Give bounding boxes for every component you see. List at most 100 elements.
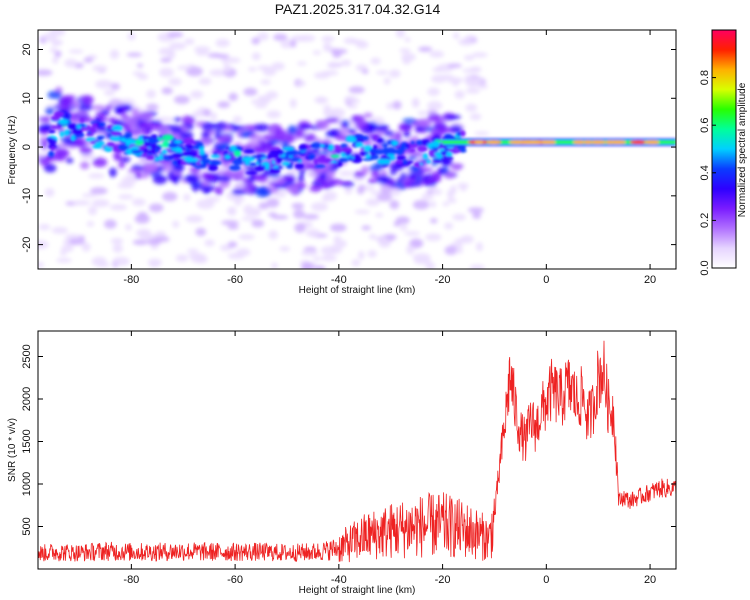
spectrogram-noise-patch xyxy=(162,191,178,202)
spectrogram-ridge-patch xyxy=(348,157,353,161)
spectrogram-band-patch xyxy=(129,121,139,132)
spectrogram-ridge-patch xyxy=(208,164,219,172)
spectrogram-noise-patch xyxy=(273,33,288,41)
spectrogram-band-patch xyxy=(380,178,389,184)
spectrogram-noise-patch xyxy=(56,257,72,263)
spectrogram-ridge-patch xyxy=(48,129,56,134)
spectrogram-ridge-patch xyxy=(130,146,140,151)
spectrogram-noise-patch xyxy=(228,92,238,102)
spectrogram-noise-patch xyxy=(132,198,146,206)
spectrogram-band-patch xyxy=(172,174,180,185)
spectrogram-band-patch xyxy=(335,134,349,141)
spectrogram-ridge-patch xyxy=(210,154,221,159)
spectrogram-noise-patch xyxy=(88,205,98,216)
spectrogram-ridge-patch xyxy=(161,149,168,155)
spectrogram-noise-patch xyxy=(472,211,482,219)
spectrogram-ridge-patch xyxy=(289,149,294,157)
spectrogram-noise-patch xyxy=(417,110,427,116)
spectrogram-noise-patch xyxy=(450,185,457,195)
spectrogram-band-patch xyxy=(61,95,77,100)
spectrogram-y-axis: -20 -10 0 10 20 xyxy=(21,43,676,253)
spectrogram-ridge-patch xyxy=(314,164,326,169)
spectrogram-noise-patch xyxy=(194,46,211,53)
spectrogram-ridge-patch xyxy=(451,149,461,153)
spectrogram-band-patch xyxy=(201,131,211,138)
spectrogram-noise-patch xyxy=(172,220,180,228)
spectrogram-noise-patch xyxy=(296,80,306,87)
spectrogram-noise-patch xyxy=(125,174,138,180)
spectrogram-noise-patch xyxy=(425,233,442,242)
spectrogram-band-patch xyxy=(309,185,322,193)
spectrogram-noise-patch xyxy=(168,77,182,86)
spectrogram-noise-patch xyxy=(224,57,241,64)
spectrogram-noise-patch xyxy=(258,202,270,210)
spectrogram-band-patch xyxy=(437,167,446,174)
colorbar-ticks: 0.0 0.2 0.4 0.6 0.8 xyxy=(699,70,716,276)
spectrogram-noise-patch xyxy=(313,265,326,269)
spectrogram-ridge-patch xyxy=(120,137,126,143)
spectrogram-ridge-patch xyxy=(402,159,408,165)
spectrogram-xtick-label: -40 xyxy=(331,274,347,286)
snr-frame xyxy=(37,330,677,570)
spectrogram-noise-patch xyxy=(465,103,478,112)
spectrogram-noise-patch xyxy=(261,94,272,104)
spectrogram-ridge-patch xyxy=(365,153,371,159)
spectrogram-ridge-patch xyxy=(417,145,428,153)
spectrogram-noise-patch xyxy=(404,231,421,236)
spectrogram-ridge-patch xyxy=(147,150,157,154)
spectrogram-band-patch xyxy=(408,172,416,179)
spectrogram-band-patch xyxy=(343,181,351,188)
spectrogram-noise-patch xyxy=(236,248,251,257)
spectrogram-band-patch xyxy=(152,174,168,185)
spectrogram-ridge-patch xyxy=(406,160,414,164)
spectrogram-band-patch xyxy=(424,126,433,132)
spectrogram-band-patch xyxy=(247,174,255,184)
spectrogram-noise-patch xyxy=(51,39,64,46)
spectrogram-band-patch xyxy=(370,170,380,178)
spectrogram-peak-patch xyxy=(486,140,501,144)
spectrogram-noise-patch xyxy=(300,262,314,269)
spectrogram-noise-patch xyxy=(351,259,361,267)
spectrogram-ridge-patch xyxy=(386,153,395,157)
spectrogram-ridge-patch xyxy=(442,156,454,160)
spectrogram-ridge-patch xyxy=(92,123,98,128)
spectrogram-noise-patch xyxy=(293,209,305,219)
spectrogram-noise-patch xyxy=(346,104,358,109)
spectrogram-band-patch xyxy=(131,108,140,119)
spectrogram-band-patch xyxy=(74,110,88,117)
spectrogram-ridge-patch xyxy=(146,155,155,161)
spectrogram-band-patch xyxy=(328,178,344,186)
snr-xtick-label: -60 xyxy=(227,574,243,586)
spectrogram-xtick-label: -60 xyxy=(227,274,243,286)
spectrogram-band-patch xyxy=(427,113,442,123)
spectrogram-noise-patch xyxy=(378,238,391,248)
spectrogram-ridge-patch xyxy=(298,144,308,152)
spectrogram-x-axis: -80 -60 -40 -20 0 20 xyxy=(123,30,656,286)
spectrogram-noise-patch xyxy=(160,57,172,63)
spectrogram-ridge-patch xyxy=(456,144,466,151)
spectrogram-noise-patch xyxy=(251,52,261,61)
spectrogram-noise-patch xyxy=(209,69,227,77)
spectrogram-noise-patch xyxy=(426,189,434,194)
spectrogram-band-patch xyxy=(391,183,406,188)
spectrogram-band-patch xyxy=(452,163,462,171)
spectrogram-band-patch xyxy=(384,130,395,137)
spectrogram-band-patch xyxy=(361,165,369,175)
spectrogram-noise-patch xyxy=(344,95,357,103)
spectrogram-noise-patch xyxy=(195,227,207,237)
snr-ytick-label: 500 xyxy=(21,517,33,535)
spectrogram-ridge-patch xyxy=(268,146,281,150)
spectrogram-noise-patch xyxy=(146,103,159,111)
spectrogram-noise-patch xyxy=(88,173,105,179)
spectrogram-noise-patch xyxy=(313,71,330,79)
spectrogram-noise-patch xyxy=(215,38,230,48)
spectrogram-ridge-patch xyxy=(290,157,301,162)
spectrogram-peak-patch xyxy=(474,140,484,144)
spectrogram-noise-patch xyxy=(409,238,424,249)
spectrogram-ridge-patch xyxy=(168,155,173,159)
spectrogram-noise-patch xyxy=(294,222,306,233)
spectrogram-ridge-patch xyxy=(224,154,232,160)
spectrogram-ridge-patch xyxy=(320,155,326,160)
spectrogram-noise-patch xyxy=(383,77,391,85)
spectrogram-ridge-patch xyxy=(459,130,466,137)
